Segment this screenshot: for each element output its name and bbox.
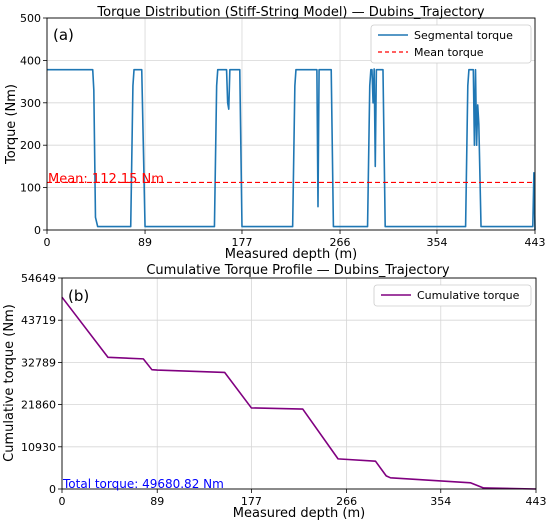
chart-a-y-tick-label: 200 [20,139,41,152]
chart-b-y-tick-label: 54649 [21,272,56,285]
chart-a-y-tick-label: 100 [20,182,41,195]
chart-b-y-tick-label: 32789 [21,356,56,369]
chart-a-x-tick-label: 89 [138,236,152,249]
chart-a-legend-box [370,24,532,64]
chart-b-legend: Cumulative torque [373,284,532,307]
cumulative-torque-chart: Cumulative Torque Profile — Dubins_Traje… [2,263,547,521]
chart-b-ylabel: Cumulative torque (Nm) [2,304,17,462]
chart-b-grid [61,277,537,490]
total-torque-annotation: Total torque: 49680.82 Nm [62,477,224,491]
torque-distribution-chart: Torque Distribution (Stiff-String Model)… [4,5,546,262]
chart-b-y-tick-label: 43719 [21,314,56,327]
chart-b-ticks: 0 89 177 266 354 443 0 10930 21860 32789 43719 5464… [21,272,547,508]
chart-b-x-tick-label: 89 [150,495,164,508]
chart-a-x-tick-label: 0 [44,236,51,249]
chart-a-xlabel: Measured depth (m) [225,247,357,262]
chart-b-xlabel: Measured depth (m) [233,506,365,521]
chart-a-y-tick-label: 400 [20,54,41,67]
chart-b-series [61,296,537,490]
legend-label-cumulative-torque: Cumulative torque [417,289,520,302]
chart-a-ylabel: Torque (Nm) [4,84,19,165]
chart-a-title: Torque Distribution (Stiff-String Model)… [96,5,484,20]
chart-b-y-tick-label: 21860 [21,399,56,412]
chart-b-x-tick-label: 0 [59,495,66,508]
chart-a-y-tick-label: 500 [20,12,41,25]
chart-a-x-tick-label: 266 [330,236,351,249]
chart-a-frame [46,17,536,231]
chart-b-x-tick-label: 177 [241,495,262,508]
chart-a-x-tick-label: 354 [426,236,447,249]
chart-b-x-tick-label: 266 [336,495,357,508]
chart-b-frame [61,277,537,490]
chart-a-x-tick-label: 443 [525,236,546,249]
legend-label-segmental-torque: Segmental torque [414,29,513,42]
chart-b-y-tick-label: 10930 [21,441,56,454]
chart-a-panel-label: (a) [53,26,74,44]
chart-b-y-tick-label: 0 [49,483,56,496]
chart-a-series [47,68,536,231]
chart-b-x-tick-label: 443 [526,495,547,508]
series-line-segmental-torque [47,68,536,231]
chart-a-ticks: 0 89 177 266 354 443 0 100 200 300 400 500 [20,12,546,249]
chart-b-title: Cumulative Torque Profile — Dubins_Traje… [146,263,450,278]
series-line-cumulative-torque [61,296,537,490]
chart-b-legend-box [373,284,532,307]
chart-b-x-tick-label: 354 [430,495,451,508]
mean-torque-annotation: Mean: 112.15 Nm [48,172,164,187]
chart-a-y-tick-label: 300 [20,97,41,110]
chart-a-legend: Segmental torque Mean torque [370,24,532,64]
chart-a-x-tick-label: 177 [231,236,252,249]
chart-b-panel-label: (b) [68,287,89,305]
chart-a-y-tick-label: 0 [34,224,41,237]
legend-label-mean-torque: Mean torque [414,46,484,59]
